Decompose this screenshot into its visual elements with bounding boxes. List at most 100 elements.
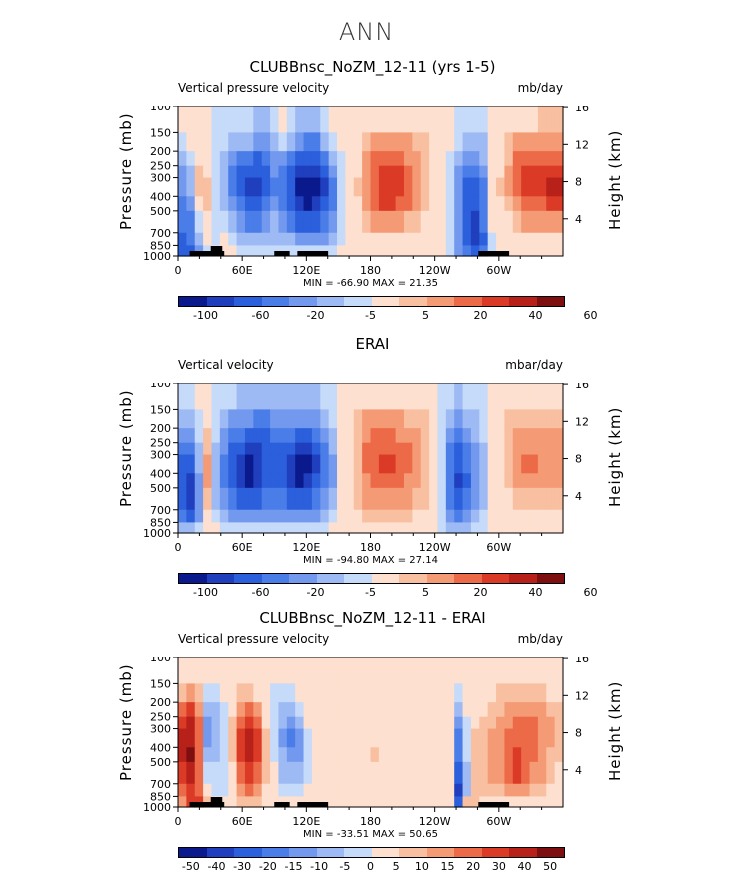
heatmap-cell: [362, 728, 372, 748]
heatmap-cell: [512, 683, 522, 703]
heatmap-cell: [311, 383, 321, 411]
colorbar-swatch: [509, 848, 537, 857]
heatmap-cell: [328, 151, 338, 167]
colorbar-swatch: [454, 574, 482, 583]
heatmap-cell: [554, 522, 564, 534]
y-tick-label: 400: [150, 741, 171, 754]
heatmap-cell: [529, 454, 539, 474]
x-tick-label: 180: [360, 541, 381, 554]
heatmap-cell: [454, 442, 464, 456]
heatmap-cell: [546, 210, 556, 234]
y-tick-label: 1000: [143, 527, 171, 540]
heatmap-cell: [521, 783, 531, 798]
heatmap-cell: [546, 177, 556, 197]
heatmap-cell: [303, 442, 313, 456]
heatmap-cell: [244, 796, 254, 808]
heatmap-cell: [370, 522, 380, 534]
heatmap-cell: [537, 454, 547, 474]
heatmap-cell: [253, 132, 263, 152]
heatmap-cell: [521, 487, 531, 511]
heatmap-cell: [270, 151, 280, 167]
heatmap-cell: [537, 177, 547, 197]
heatmap-cell: [295, 210, 305, 234]
heatmap-cell: [261, 409, 271, 429]
heatmap-cell: [353, 522, 363, 534]
heatmap-cell: [496, 522, 506, 534]
heatmap-cell: [303, 522, 313, 534]
heatmap-cell: [445, 761, 455, 785]
heatmap-cell: [311, 442, 321, 456]
heatmap-cell: [228, 442, 238, 456]
heatmap-cell: [403, 165, 413, 179]
heatmap-cell: [504, 165, 514, 179]
heatmap-cell: [211, 783, 221, 798]
heatmap-cell: [228, 151, 238, 167]
heatmap-cell: [470, 409, 480, 429]
heatmap-cell: [253, 232, 263, 247]
heatmap-cell: [236, 106, 246, 134]
colorbar-label: 40: [517, 860, 532, 873]
heatmap-cell: [345, 796, 355, 808]
heatmap-cell: [445, 657, 455, 685]
heatmap-cell: [320, 428, 330, 444]
heatmap-cell: [194, 165, 204, 179]
heatmap-cell: [403, 728, 413, 748]
heatmap-cell: [370, 454, 380, 474]
heatmap-cell: [236, 177, 246, 197]
heatmap-cell: [537, 509, 547, 524]
heatmap-cell: [253, 522, 263, 534]
heatmap-cell: [337, 428, 346, 444]
heatmap-cell: [362, 473, 372, 489]
heatmap-cell: [529, 428, 539, 444]
heatmap-cell: [278, 716, 288, 730]
heatmap-cell: [353, 196, 363, 212]
heatmap-cell: [186, 409, 196, 429]
y-tick-label: 250: [150, 160, 171, 173]
heatmap-cell: [178, 683, 187, 703]
heatmap-cell: [311, 196, 321, 212]
heatmap-cell: [261, 509, 271, 524]
heatmap-cell: [462, 747, 472, 763]
heatmap-cell: [186, 487, 196, 511]
colorbar-swatch: [261, 574, 289, 583]
colorbar-label: 60: [583, 309, 598, 322]
heatmap-cell: [362, 245, 372, 257]
heatmap-cell: [487, 442, 497, 456]
heatmap-cell: [512, 177, 522, 197]
heatmap-cell: [320, 728, 330, 748]
heatmap-cell: [512, 761, 522, 785]
colorbar: [178, 847, 565, 858]
heatmap-cell: [278, 177, 288, 197]
heatmap-cell: [429, 132, 439, 152]
heatmap-cell: [270, 487, 280, 511]
x-tick-label: 60E: [232, 264, 253, 277]
heatmap-cell: [395, 747, 405, 763]
heatmap-cell: [412, 522, 422, 534]
heatmap-cell: [178, 177, 187, 197]
heatmap-cell: [303, 473, 313, 489]
heatmap-cell: [454, 702, 464, 718]
heatmap-cell: [479, 428, 489, 444]
heatmap-cell: [244, 716, 254, 730]
heatmap-cell: [470, 716, 480, 730]
heatmap-cell: [462, 783, 472, 798]
heatmap-cell: [253, 728, 263, 748]
heatmap-cell: [537, 232, 547, 247]
heatmap-cell: [228, 702, 238, 718]
heatmap-cell: [244, 487, 254, 511]
heatmap-cell: [546, 747, 556, 763]
heatmap-cell: [462, 210, 472, 234]
heatmap-cell: [487, 383, 497, 411]
heatmap-cell: [403, 132, 413, 152]
heatmap-cell: [403, 245, 413, 257]
heatmap-cell: [228, 232, 238, 247]
y2-tick-label: 4: [575, 764, 582, 777]
heatmap-cell: [178, 232, 187, 247]
heatmap-cell: [403, 409, 413, 429]
heatmap-cell: [253, 702, 263, 718]
heatmap-cell: [412, 151, 422, 167]
heatmap-cell: [462, 245, 472, 257]
heatmap-cell: [437, 747, 447, 763]
heatmap-cell: [328, 473, 338, 489]
colorbar-swatch: [179, 848, 207, 857]
